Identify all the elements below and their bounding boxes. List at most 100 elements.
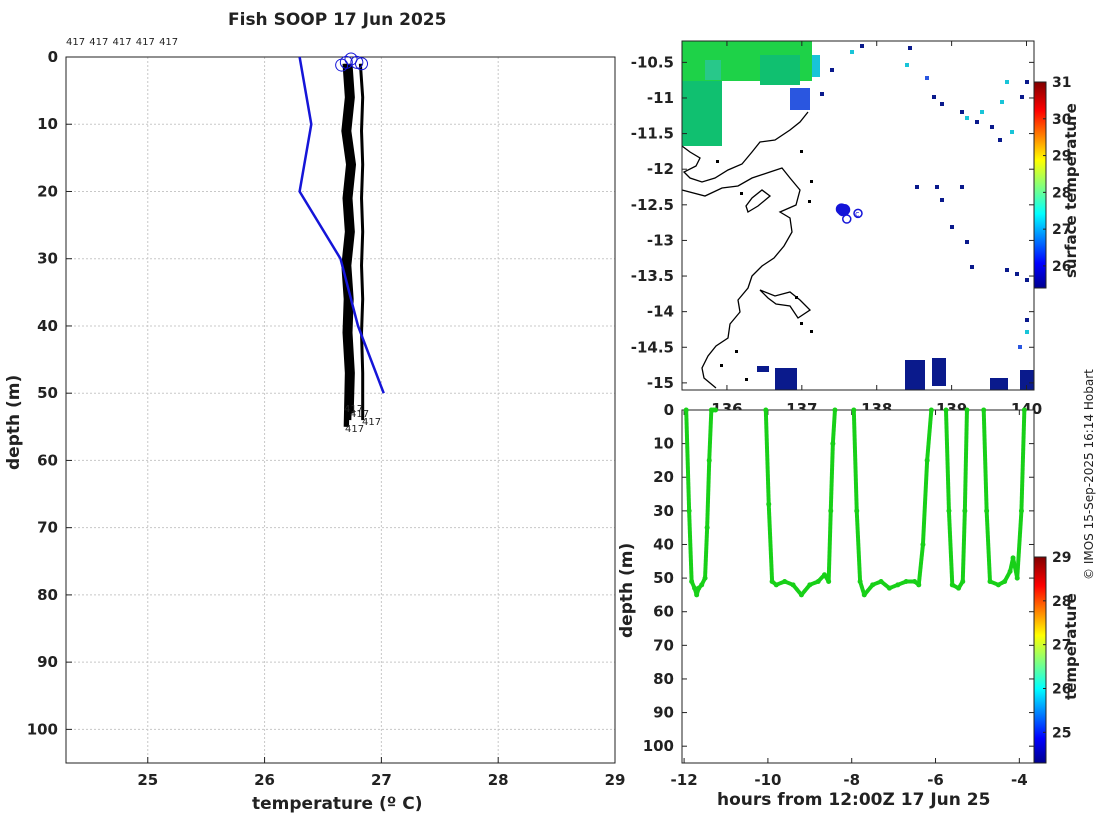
depth-trace-point: [683, 407, 689, 413]
sst-pixel: [1000, 100, 1004, 104]
depth-trace-point: [1002, 578, 1008, 584]
depth-trace-point: [782, 578, 788, 584]
y-tick-label: 20: [37, 182, 58, 200]
depth-trace-segment: [1015, 508, 1024, 581]
depth-trace-point: [702, 575, 708, 581]
depth-trace-point: [766, 501, 772, 507]
depth-trace-segment: [763, 408, 771, 507]
depth-trace-point: [962, 508, 968, 514]
time-y-tick-label: 40: [653, 535, 674, 553]
map-y-tick-label: -12.5: [631, 196, 674, 214]
depth-trace-segment: [687, 508, 694, 584]
depth-trace-point: [689, 578, 695, 584]
depth-trace-segment: [826, 508, 833, 584]
depth-trace-point: [995, 582, 1001, 588]
island-dot: [800, 150, 803, 153]
depth-trace-point: [960, 578, 966, 584]
depth-trace-segment: [684, 408, 692, 513]
time-y-tick-label: 10: [653, 435, 674, 453]
depth-trace-point: [1007, 568, 1013, 574]
time-x-tick-label: -4: [1011, 771, 1028, 789]
depth-trace-point: [1018, 508, 1024, 514]
sst-pixel: [908, 46, 912, 50]
x-tick-label: 25: [137, 771, 158, 789]
map-panel: -10.5 -11 -11.5 -12 -12.5 -13 -13.5 -14 -14.5 -15…: [631, 40, 1072, 418]
profile-end-label: 417: [345, 424, 364, 435]
map-y-tick-label: -10.5: [631, 53, 674, 71]
island-dot: [800, 322, 803, 325]
depth-trace-point: [984, 508, 990, 514]
time-x-tick-label: -12: [671, 771, 698, 789]
sst-patch: [775, 368, 797, 390]
plot-frame: [65, 56, 616, 764]
sst-pixel: [950, 225, 954, 229]
depth-trace-point: [943, 407, 949, 413]
profile-start-marker: [339, 55, 353, 69]
sst-pixel: [830, 68, 834, 72]
map-y-tick-label: -14.5: [631, 338, 674, 356]
time-x-tick-label: -10: [754, 771, 781, 789]
cbar-tick-label: 29: [1052, 149, 1071, 165]
sst-pixel: [1025, 318, 1029, 322]
coastline: [681, 111, 812, 389]
y-tick-label: 0: [48, 48, 58, 66]
sst-pixel: [940, 198, 944, 202]
sst-pixel: [970, 265, 974, 269]
depth-trace-point: [821, 572, 827, 578]
depth-trace-point: [704, 525, 710, 531]
sst-pixel: [820, 92, 824, 96]
sst-pixel: [960, 185, 964, 189]
time-y-tick-label: 0: [664, 401, 674, 419]
y-tick-label: 10: [37, 115, 58, 133]
island-dot: [795, 296, 798, 299]
sst-pixel: [850, 50, 854, 54]
cbar-tick-label: 31: [1052, 75, 1071, 91]
profile-line: [358, 63, 365, 421]
depth-trace-segment: [981, 408, 989, 513]
sst-patch: [790, 88, 810, 110]
map-y-tick-label: -13: [647, 231, 674, 249]
cbar-tick-label: 28: [1052, 594, 1071, 610]
y-tick-label: 70: [37, 519, 58, 537]
sst-pixel: [915, 185, 919, 189]
depth-trace-point: [878, 578, 884, 584]
depth-trace-point: [851, 407, 857, 413]
cbar-tick-label: 26: [1052, 259, 1071, 275]
sst-pixel: [1010, 130, 1014, 134]
sst-pixel: [1025, 278, 1029, 282]
map-y-tick-label: -11.5: [631, 125, 674, 143]
sst-pixel: [965, 116, 969, 120]
depth-trace-point: [946, 508, 952, 514]
sst-patch: [905, 360, 925, 390]
depth-trace-point: [920, 541, 926, 547]
sst-patch: [812, 55, 820, 77]
y-tick-label: 90: [37, 653, 58, 671]
time-y-tick-label: 100: [643, 737, 674, 755]
map-colorbar-label: surface temperature: [1062, 103, 1080, 278]
depth-trace-segment: [828, 441, 835, 513]
depth-trace-point: [987, 578, 993, 584]
depth-trace-segment: [707, 408, 714, 463]
profile-end-label: 417: [362, 417, 381, 428]
island-dot: [716, 160, 719, 163]
map-colorbar: [1033, 81, 1047, 289]
depth-trace-point: [886, 585, 892, 591]
map-y-tick-label: -14: [647, 303, 674, 321]
depth-trace-segment: [944, 408, 951, 513]
depth-trace-point: [956, 585, 962, 591]
island-dot: [810, 330, 813, 333]
depth-trace-point: [769, 578, 775, 584]
sst-pixel: [940, 102, 944, 106]
depth-trace-point: [981, 407, 987, 413]
depth-trace-point: [692, 585, 698, 591]
cbar-tick-label: 29: [1052, 550, 1071, 566]
sst-pixel: [1025, 330, 1029, 334]
depth-trace-point: [807, 582, 813, 588]
sst-pixel: [990, 125, 994, 129]
sst-patch: [757, 366, 769, 372]
depth-trace-segment: [925, 408, 934, 463]
time-y-tick-label: 80: [653, 670, 674, 688]
profile-end-label: 417: [344, 404, 363, 415]
